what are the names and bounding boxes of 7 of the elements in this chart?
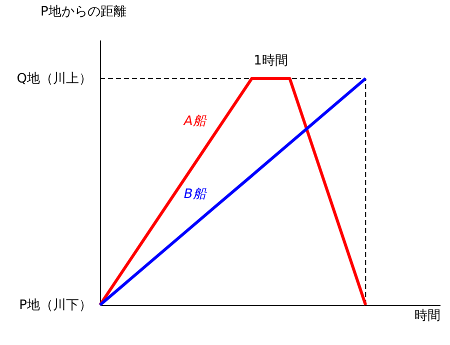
x-axis-title: 時間 bbox=[414, 308, 440, 324]
series-label: A船 bbox=[182, 114, 208, 130]
y-axis-title: P地からの距離 bbox=[40, 4, 126, 20]
series-label: B船 bbox=[184, 186, 208, 202]
text: P地（川下） bbox=[19, 298, 92, 313]
text: Q地（川上） bbox=[16, 72, 92, 87]
text: 1時間 bbox=[254, 54, 288, 69]
